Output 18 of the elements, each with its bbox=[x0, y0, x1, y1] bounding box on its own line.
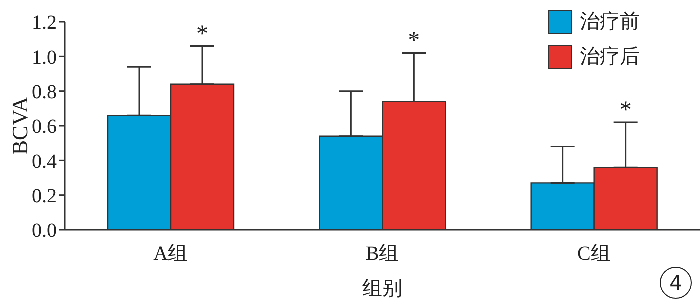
y-axis-title: BCVA bbox=[8, 96, 32, 156]
annotation: * bbox=[408, 28, 420, 54]
y-tick-label: 0.4 bbox=[32, 150, 57, 173]
y-tick-label: 1.2 bbox=[32, 12, 57, 34]
y-tick-label: 1.0 bbox=[32, 46, 57, 69]
circle-outline: 4 bbox=[660, 267, 692, 299]
y-tick-label: 0.6 bbox=[32, 116, 57, 138]
x-tick-label: A组 bbox=[154, 243, 188, 266]
annotation: * bbox=[196, 21, 208, 48]
x-tick-label: B组 bbox=[366, 243, 400, 266]
legend-label: 治疗后 bbox=[580, 43, 640, 70]
y-tick-label: 0.0 bbox=[32, 220, 57, 242]
legend-label: 治疗前 bbox=[580, 8, 640, 35]
x-tick-label: C组 bbox=[577, 243, 611, 266]
x-axis-title: 组别 bbox=[362, 276, 402, 299]
annotation: * bbox=[620, 98, 632, 124]
y-tick-label: 0.8 bbox=[32, 81, 57, 104]
y-tick-label: 0.2 bbox=[32, 185, 57, 208]
